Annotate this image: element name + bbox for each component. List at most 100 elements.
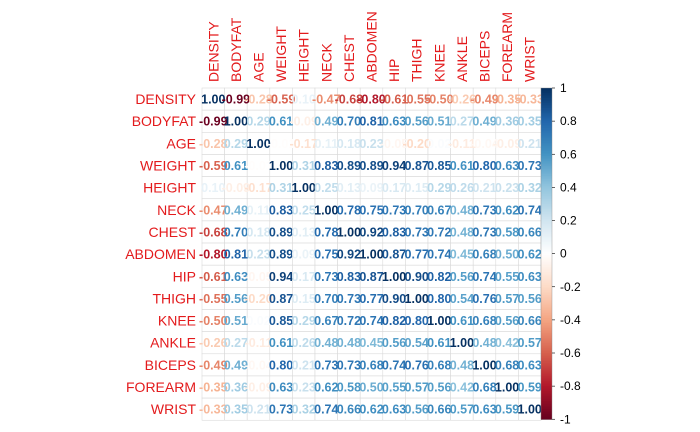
cell-value: 0.58 <box>495 225 519 239</box>
colorbar-segment <box>541 283 552 286</box>
colorbar-segment <box>541 359 552 362</box>
cell-value: 1.00 <box>359 248 383 262</box>
colorbar-segment <box>541 364 552 367</box>
colorbar-segment <box>541 306 552 309</box>
colorbar-segment <box>541 223 552 227</box>
colorbar-segment <box>541 230 552 233</box>
cell-value: 1.00 <box>518 403 542 417</box>
colorbar-segment <box>541 232 552 235</box>
colorbar-segment <box>541 268 552 271</box>
colorbar-segment <box>541 170 552 174</box>
colorbar-segment <box>541 192 552 195</box>
cell-value: -0.99 <box>222 93 251 107</box>
colorbar-segment <box>541 291 552 294</box>
cell-value: 0.49 <box>224 203 248 217</box>
colorbar-segment <box>541 288 552 291</box>
colorbar-segment <box>541 396 552 399</box>
cell-value: 0.63 <box>495 159 519 173</box>
cell-value: 0.36 <box>495 115 519 129</box>
cell-value: 0.74 <box>359 314 383 328</box>
column-label: HIP <box>386 59 402 82</box>
colorbar-segment <box>541 129 552 132</box>
colorbar-segment <box>541 107 552 111</box>
colorbar-segment <box>541 404 552 407</box>
cell-value: 0.21 <box>472 181 496 195</box>
colorbar-segment <box>541 99 552 102</box>
cell-value: 0.73 <box>405 225 429 239</box>
cell-value: 0.81 <box>224 248 248 262</box>
cell-value: 0.80 <box>472 159 496 173</box>
column-label: ABDOMEN <box>364 11 380 82</box>
cell-value: 0.48 <box>450 203 474 217</box>
cell-value: 0.10 <box>292 93 316 107</box>
cell-value: 0.63 <box>382 115 406 129</box>
colorbar-segment <box>541 278 552 281</box>
cell-value: 0.25 <box>292 203 316 217</box>
cell-value: 0.13 <box>292 225 316 239</box>
cell-value: 0.17 <box>292 270 316 284</box>
cell-value: -0.33 <box>199 403 228 417</box>
colorbar-segment <box>541 89 552 92</box>
cell-value: 0.56 <box>518 292 542 306</box>
cell-value: 0.63 <box>472 403 496 417</box>
colorbar-segment <box>541 154 552 157</box>
colorbar-segment <box>541 410 552 414</box>
colorbar-segment <box>541 92 552 96</box>
cell-value: 0.66 <box>337 403 361 417</box>
colorbar-segment <box>541 261 552 265</box>
cell-value: 0.90 <box>382 292 406 306</box>
column-label: BODYFAT <box>228 17 244 82</box>
colorbar-segment <box>541 339 552 343</box>
cell-value: 0.68 <box>427 358 451 372</box>
colorbar-segment <box>541 343 552 346</box>
colorbar-segment <box>541 228 552 232</box>
colorbar-segment <box>541 139 552 142</box>
colorbar-segment <box>541 275 552 278</box>
colorbar-segment <box>541 318 552 321</box>
colorbar-segment <box>541 225 552 228</box>
cell-value: -0.28 <box>199 137 228 151</box>
cell-value: 0.50 <box>495 248 519 262</box>
colorbar-segment <box>541 205 552 208</box>
colorbar-segment <box>541 149 552 152</box>
cell-value: -0.35 <box>493 93 522 107</box>
cell-value: 0.57 <box>518 336 542 350</box>
colorbar-segment <box>541 286 552 290</box>
cell-value: 0.72 <box>427 225 451 239</box>
cell-value: 0.74 <box>314 403 338 417</box>
colorbar-segment <box>541 102 552 106</box>
colorbar-segment <box>541 150 552 154</box>
cell-value: 0.75 <box>314 248 338 262</box>
cell-value: 0.83 <box>337 270 361 284</box>
cell-value: 0.81 <box>359 115 383 129</box>
colorbar-segment <box>541 152 552 155</box>
cell-value: 0.61 <box>450 314 474 328</box>
colorbar-segment <box>541 96 552 99</box>
cell-value: 0.73 <box>472 203 496 217</box>
colorbar-segment <box>541 256 552 260</box>
colorbar-segment <box>541 242 552 245</box>
cell-value: 0.49 <box>224 358 248 372</box>
column-label: WEIGHT <box>273 26 289 82</box>
colorbar-segment <box>541 273 552 276</box>
cell-value: -0.50 <box>425 93 454 107</box>
cell-value: 0.90 <box>405 270 429 284</box>
cell-value: 0.17 <box>382 181 406 195</box>
colorbar-segment <box>541 324 552 328</box>
colorbar-segment <box>541 189 552 192</box>
cell-value: 0.58 <box>337 381 361 395</box>
colorbar-segment <box>541 348 552 351</box>
colorbar-segment <box>541 238 552 241</box>
cell-value: 0.57 <box>405 381 429 395</box>
colorbar-segment <box>541 354 552 357</box>
cell-value: 0.15 <box>292 292 316 306</box>
colorbar-segment <box>541 88 552 91</box>
cell-value: 0.31 <box>292 159 316 173</box>
colorbar-segment <box>541 218 552 222</box>
cell-value: 0.62 <box>359 403 383 417</box>
cell-value: 0.26 <box>450 181 474 195</box>
colorbar-segment <box>541 258 552 261</box>
cell-value: 0.54 <box>450 292 474 306</box>
cell-value: 0.29 <box>292 314 316 328</box>
cell-value: 0.67 <box>427 203 451 217</box>
